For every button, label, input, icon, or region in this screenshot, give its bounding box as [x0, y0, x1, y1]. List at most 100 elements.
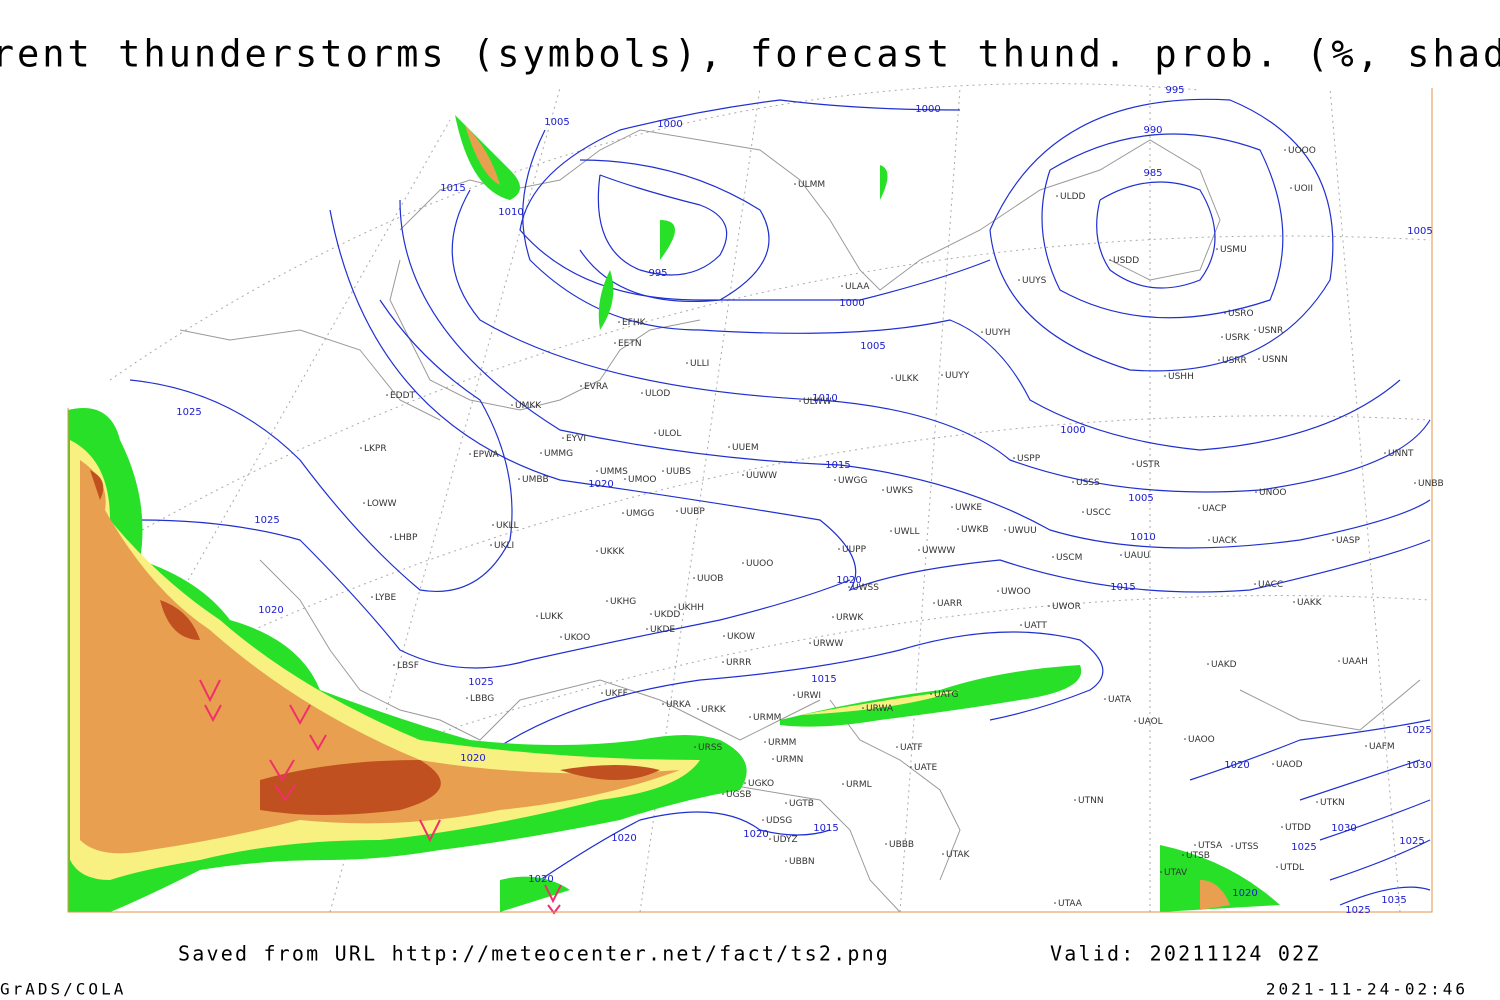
- map-frame: [67, 88, 1433, 913]
- station-label: USSS: [1076, 478, 1100, 488]
- isobar-label: 1010: [1130, 532, 1155, 543]
- station-dot: [762, 819, 764, 821]
- station-label: EPWA: [473, 450, 500, 460]
- isobar-label: 1005: [544, 117, 569, 128]
- station-dot: [596, 470, 598, 472]
- station-dot: [641, 392, 643, 394]
- isobar-label: 1025: [1399, 836, 1424, 847]
- title: Current thunderstorms (symbols), forecas…: [0, 33, 1500, 76]
- station-dot: [1365, 745, 1367, 747]
- valid-time: Valid: 20211124 02Z: [1050, 942, 1321, 966]
- station-label: UWUU: [1008, 526, 1037, 536]
- station-dot: [842, 783, 844, 785]
- isobar-label: 1020: [460, 753, 485, 764]
- station-dot: [1414, 482, 1416, 484]
- station-label: UBBN: [789, 857, 815, 867]
- station-dot: [662, 470, 664, 472]
- station-label: URWI: [797, 691, 821, 701]
- station-label: URML: [846, 780, 872, 790]
- station-dot: [785, 860, 787, 862]
- station-dot: [1013, 457, 1015, 459]
- station-dot: [360, 447, 362, 449]
- station-dot: [1231, 845, 1233, 847]
- station-dot: [722, 661, 724, 663]
- station-label: UKLI: [494, 541, 514, 551]
- station-dot: [1216, 248, 1218, 250]
- station-label: UAKK: [1297, 598, 1323, 608]
- station-dot: [560, 636, 562, 638]
- station-label: UOII: [1294, 184, 1313, 194]
- station-dot: [511, 404, 513, 406]
- station-label: USRO: [1228, 309, 1254, 319]
- station-dot: [694, 746, 696, 748]
- station-label: UMOO: [628, 475, 657, 485]
- station-label: ULKK: [895, 374, 920, 384]
- station-label: ULDD: [1060, 192, 1086, 202]
- station-dot: [536, 615, 538, 617]
- isobar-label: 1000: [1060, 425, 1085, 436]
- station-dot: [1164, 375, 1166, 377]
- station-dot: [1290, 187, 1292, 189]
- isobar-label: 1005: [1407, 226, 1432, 237]
- station-label: UUEM: [732, 443, 759, 453]
- station-dot: [1316, 801, 1318, 803]
- station-dot: [1254, 583, 1256, 585]
- station-label: UAOL: [1138, 717, 1163, 727]
- station-label: UTKN: [1320, 798, 1345, 808]
- isobar-label: 1020: [836, 575, 861, 586]
- station-dot: [981, 331, 983, 333]
- station-label: UBBB: [889, 840, 914, 850]
- coastlines: [179, 129, 1421, 913]
- station-label: UGKO: [748, 779, 774, 789]
- station-label: UNBB: [1418, 479, 1444, 489]
- station-label: LUKK: [540, 612, 564, 622]
- station-dot: [469, 453, 471, 455]
- station-label: UWOR: [1052, 602, 1081, 612]
- station-dot: [785, 802, 787, 804]
- isobar-label: 990: [1143, 125, 1162, 136]
- station-dot: [624, 478, 626, 480]
- isobar-label: 1010: [812, 393, 837, 404]
- station-dot: [386, 394, 388, 396]
- isobar-label: 995: [648, 268, 667, 279]
- station-label: USRK: [1225, 333, 1251, 343]
- station-label: UTAV: [1164, 868, 1188, 878]
- station-label: UMGG: [626, 509, 654, 519]
- station-label: LBSF: [397, 661, 419, 671]
- station-dot: [1284, 149, 1286, 151]
- station-label: LYBE: [375, 593, 396, 603]
- station-label: EYVI: [566, 434, 586, 444]
- station-label: UACK: [1212, 536, 1238, 546]
- isobar-label: 1005: [1128, 493, 1153, 504]
- station-dot: [1120, 554, 1122, 556]
- station-dot: [614, 342, 616, 344]
- station-dot: [728, 446, 730, 448]
- station-dot: [596, 550, 598, 552]
- station-dot: [518, 478, 520, 480]
- station-label: LOWW: [367, 499, 397, 509]
- station-label: UKFF: [605, 689, 628, 699]
- station-label: UTDD: [1285, 823, 1311, 833]
- station-label: USMU: [1220, 245, 1247, 255]
- station-dot: [1109, 259, 1111, 261]
- station-dot: [742, 562, 744, 564]
- station-dot: [1254, 329, 1256, 331]
- isobar-label: 995: [1165, 85, 1184, 96]
- station-dot: [769, 838, 771, 840]
- station-dot: [793, 694, 795, 696]
- station-dot: [1048, 605, 1050, 607]
- station-dot: [882, 489, 884, 491]
- station-dot: [794, 183, 796, 185]
- station-dot: [1272, 763, 1274, 765]
- station-label: URMN: [776, 755, 803, 765]
- station-dot: [1020, 624, 1022, 626]
- station-label: USDD: [1113, 256, 1139, 266]
- station-dot: [492, 524, 494, 526]
- station-dot: [601, 692, 603, 694]
- station-dot: [580, 385, 582, 387]
- isobar-label: 1025: [468, 677, 493, 688]
- isobar-label: 1025: [1291, 842, 1316, 853]
- station-dot: [832, 616, 834, 618]
- station-dot: [1160, 871, 1162, 873]
- isobar-label: 1020: [588, 479, 613, 490]
